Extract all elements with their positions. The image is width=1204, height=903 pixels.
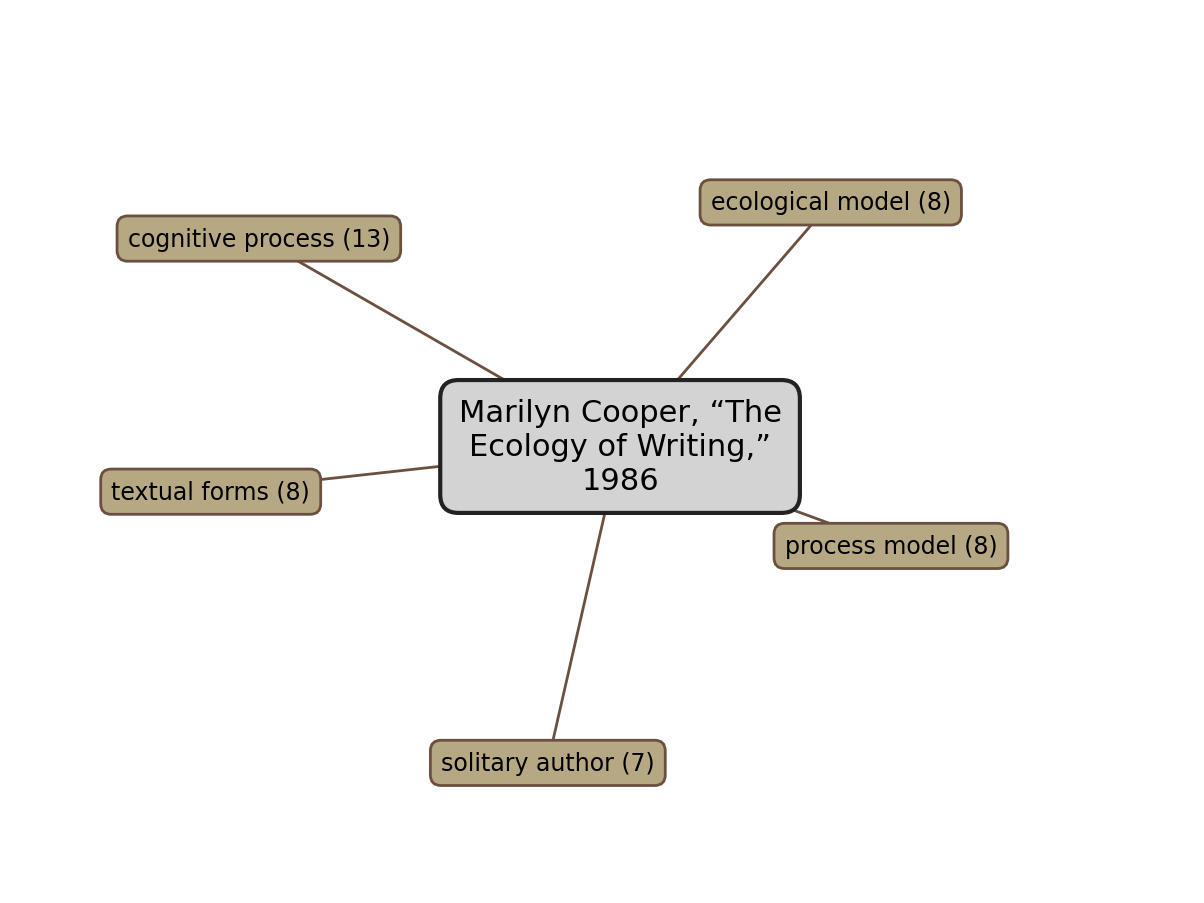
Text: solitary author (7): solitary author (7) — [441, 751, 655, 775]
Text: textual forms (8): textual forms (8) — [111, 480, 311, 504]
Text: Marilyn Cooper, “The
Ecology of Writing,”
1986: Marilyn Cooper, “The Ecology of Writing,… — [459, 399, 781, 495]
Text: cognitive process (13): cognitive process (13) — [128, 228, 390, 251]
Text: ecological model (8): ecological model (8) — [710, 191, 951, 215]
Text: process model (8): process model (8) — [785, 535, 997, 558]
